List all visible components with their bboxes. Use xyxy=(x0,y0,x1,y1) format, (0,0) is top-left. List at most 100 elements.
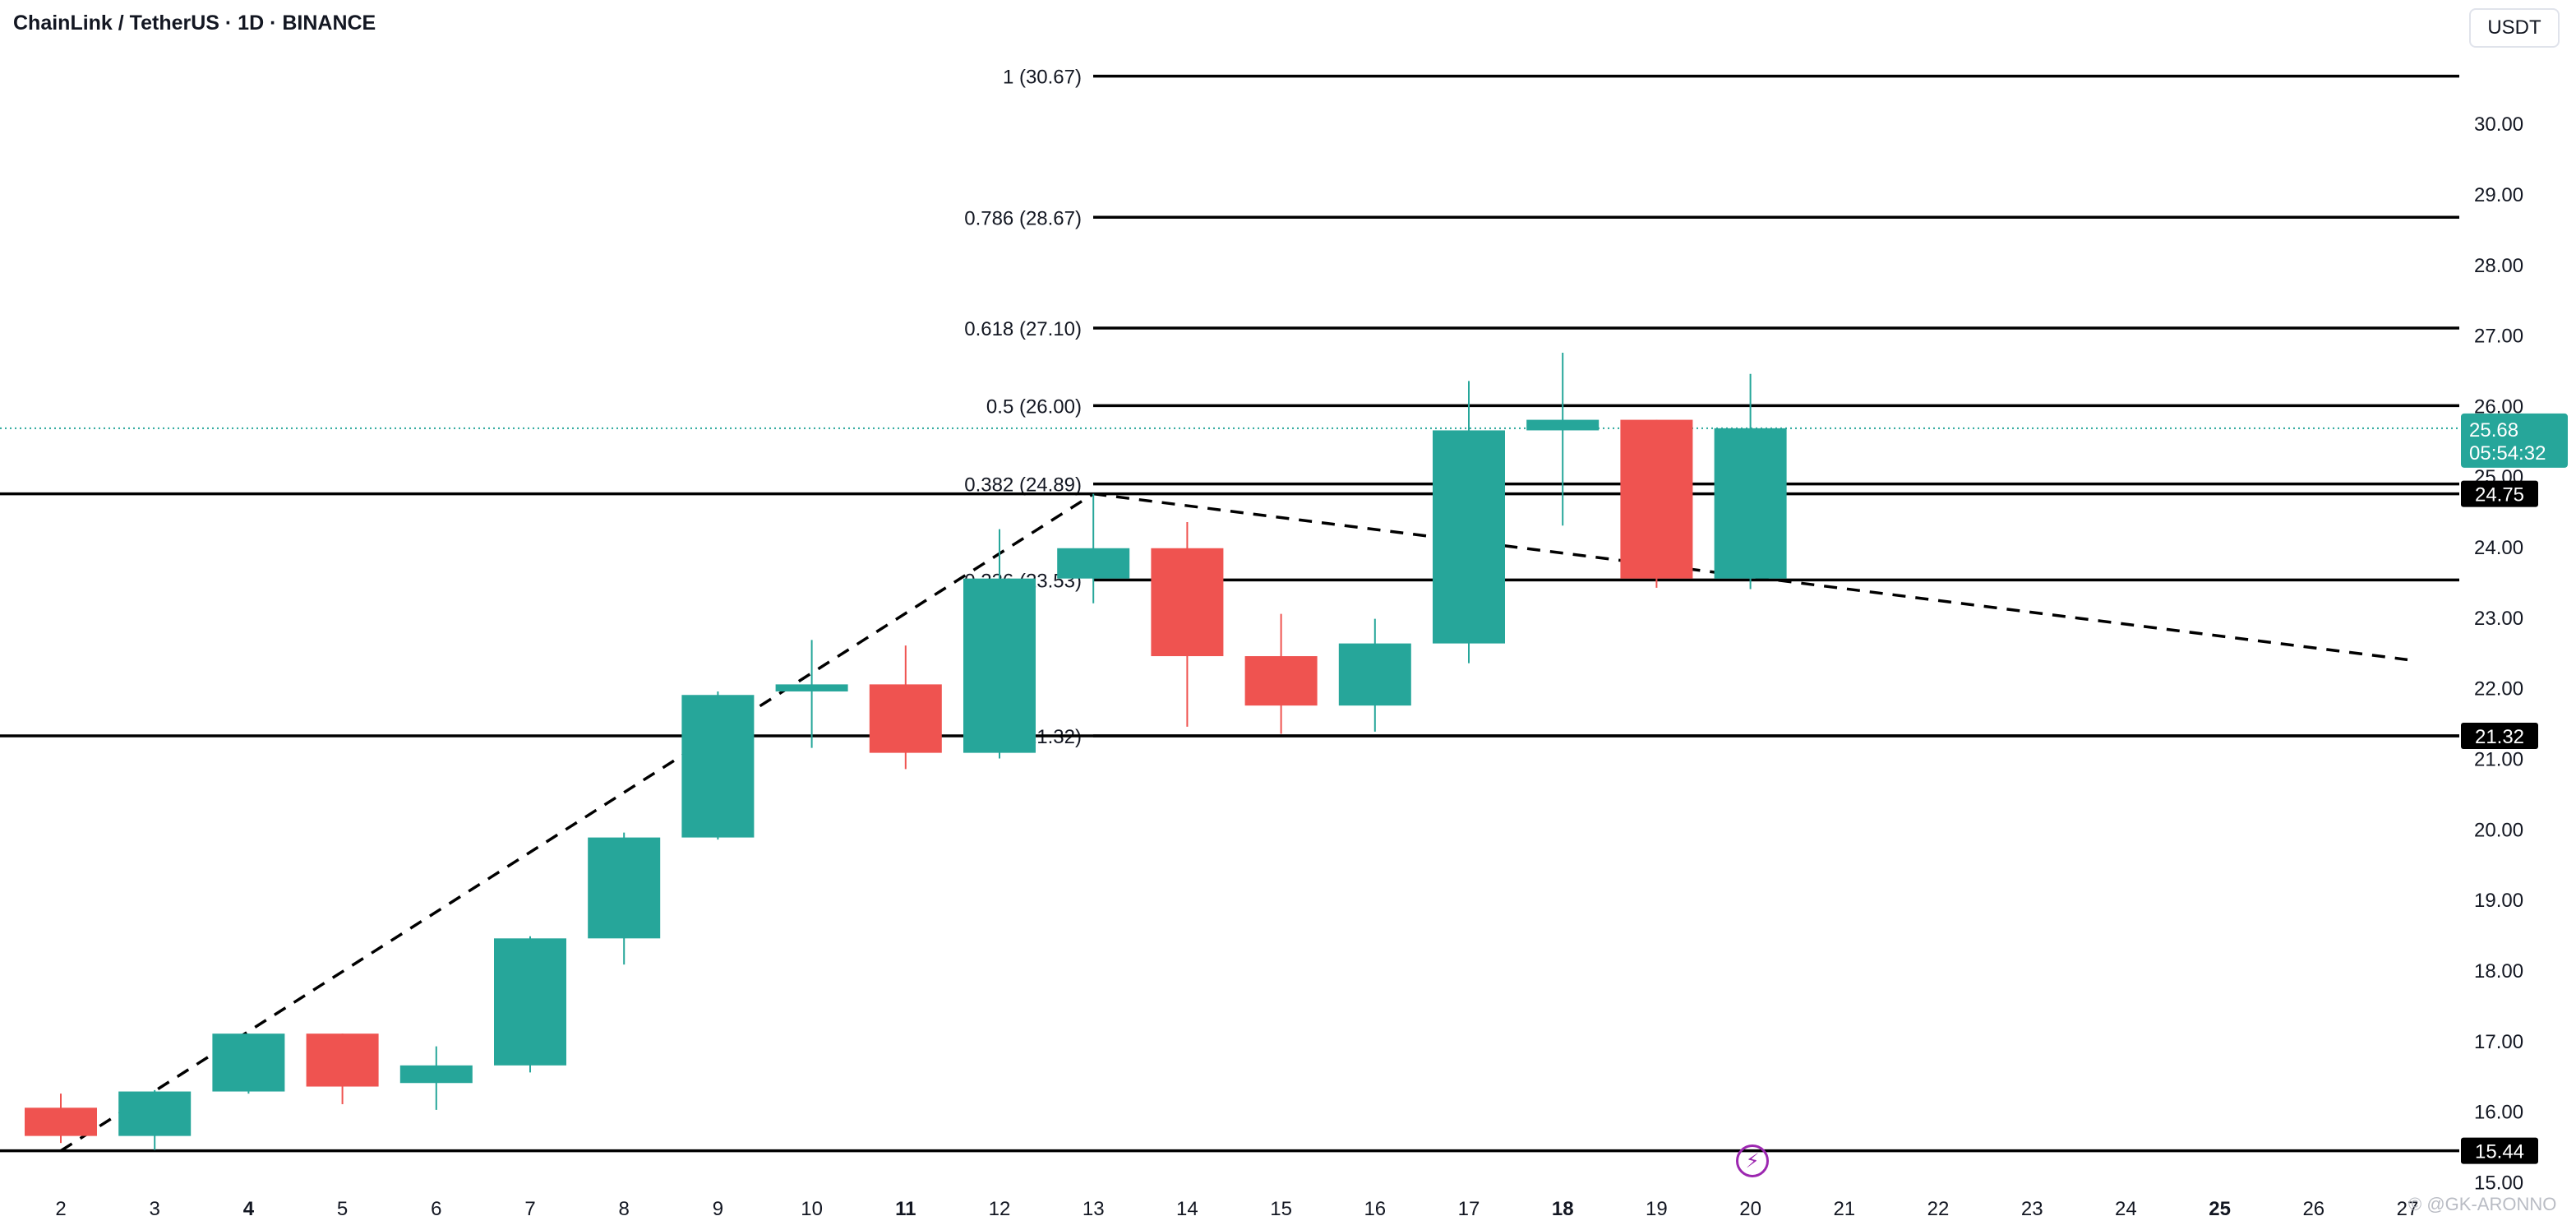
x-tick-label: 12 xyxy=(989,1198,1011,1220)
price-tag: 15.44 xyxy=(2461,1137,2538,1164)
candle xyxy=(775,640,848,748)
candle xyxy=(1714,373,1787,590)
currency-button[interactable]: USDT xyxy=(2469,8,2560,48)
y-tick-label: 18.00 xyxy=(2474,960,2523,983)
candle-body xyxy=(399,1065,473,1084)
x-tick-label: 17 xyxy=(1458,1198,1480,1220)
x-tick-label: 25 xyxy=(2209,1198,2231,1220)
y-tick-label: 27.00 xyxy=(2474,326,2523,348)
x-tick-label: 10 xyxy=(801,1198,823,1220)
x-tick-label: 23 xyxy=(2021,1198,2043,1220)
candle xyxy=(1338,618,1411,732)
candle-body xyxy=(494,938,566,1066)
candle-body xyxy=(588,837,661,939)
y-tick-label: 29.00 xyxy=(2474,184,2523,206)
trend-line xyxy=(60,492,1095,1153)
y-tick-label: 24.00 xyxy=(2474,537,2523,559)
x-tick-label: 27 xyxy=(2397,1198,2419,1220)
candle-body xyxy=(1433,430,1505,644)
candle xyxy=(1526,353,1600,526)
candle xyxy=(1244,613,1318,734)
x-tick-label: 3 xyxy=(150,1198,160,1220)
candle xyxy=(1151,522,1224,727)
current-price-tag-bg xyxy=(2461,413,2568,468)
countdown-label: 05:54:32 xyxy=(2469,442,2546,465)
x-tick-label: 9 xyxy=(713,1198,723,1220)
x-tick-label: 16 xyxy=(1364,1198,1386,1220)
y-tick-label: 17.00 xyxy=(2474,1031,2523,1053)
price-tag-label: 21.32 xyxy=(2475,726,2524,748)
candle xyxy=(25,1094,97,1144)
y-tick-label: 21.00 xyxy=(2474,748,2523,770)
time-axis[interactable]: 2 3 4 5 6 7 8 9 10 11 12 13 14 15 16 17 18 19 20 21 22 23 24 25… xyxy=(55,1198,2418,1220)
candle xyxy=(306,1033,379,1104)
x-tick-label: 21 xyxy=(1833,1198,1855,1220)
candle xyxy=(681,691,755,840)
candle-body xyxy=(212,1033,285,1092)
fib-level-label: 0.618 (27.10) xyxy=(964,318,1082,340)
price-tag-bg xyxy=(2461,480,2538,507)
candle-body xyxy=(25,1107,97,1136)
x-tick-label: 24 xyxy=(2115,1198,2137,1220)
x-tick-label: 6 xyxy=(431,1198,441,1220)
candle xyxy=(212,1033,285,1094)
candle xyxy=(963,529,1036,759)
y-tick-label: 22.00 xyxy=(2474,678,2523,701)
fib-level-label: 0.786 (28.67) xyxy=(964,207,1082,229)
x-tick-label: 2 xyxy=(55,1198,66,1220)
candle-body xyxy=(118,1091,192,1136)
x-tick-label: 13 xyxy=(1083,1198,1105,1220)
candle xyxy=(869,645,942,770)
fib-level-label: 0.5 (26.00) xyxy=(986,395,1082,418)
candle-body xyxy=(775,684,848,691)
price-tag-label: 24.75 xyxy=(2475,484,2524,506)
trend-lines[interactable] xyxy=(60,492,2408,1153)
price-tag: 24.75 xyxy=(2461,480,2538,507)
candle-body xyxy=(306,1033,379,1087)
x-tick-label: 11 xyxy=(895,1198,916,1220)
horizontal-lines[interactable] xyxy=(0,492,2459,1153)
x-tick-label: 20 xyxy=(1739,1198,1761,1220)
price-tag: 21.32 xyxy=(2461,723,2538,750)
candle-body xyxy=(1526,419,1600,431)
candle xyxy=(1620,419,1693,588)
y-tick-label: 16.00 xyxy=(2474,1102,2523,1124)
candle-body xyxy=(1151,548,1224,657)
y-tick-label: 28.00 xyxy=(2474,255,2523,277)
candle xyxy=(1433,381,1505,664)
x-tick-label: 22 xyxy=(1927,1198,1950,1220)
y-tick-label: 19.00 xyxy=(2474,890,2523,912)
watermark: © @GK-ARONNO xyxy=(2408,1194,2557,1214)
lightning-bolt-icon[interactable]: ⚡ xyxy=(1736,1144,1769,1177)
x-tick-label: 19 xyxy=(1646,1198,1668,1220)
candle xyxy=(494,936,566,1073)
candle-body xyxy=(1338,643,1411,706)
candle xyxy=(118,1089,192,1150)
candle xyxy=(399,1046,473,1110)
price-axis[interactable]: 15.00 16.00 17.00 18.00 19.00 20.00 21.00 22.00… xyxy=(2474,113,2523,1194)
candle-body xyxy=(681,695,755,838)
y-tick-label: 23.00 xyxy=(2474,608,2523,630)
x-tick-label: 7 xyxy=(524,1198,535,1220)
x-tick-label: 4 xyxy=(243,1198,255,1220)
y-tick-label: 30.00 xyxy=(2474,113,2523,136)
candle-body xyxy=(1620,419,1693,579)
x-tick-label: 26 xyxy=(2302,1198,2324,1220)
x-tick-label: 8 xyxy=(619,1198,630,1220)
candle-body xyxy=(1057,548,1130,579)
candle-body xyxy=(963,578,1036,753)
price-tag-bg xyxy=(2461,723,2538,750)
price-tag-bg xyxy=(2461,1137,2538,1164)
y-tick-label: 20.00 xyxy=(2474,819,2523,841)
candles xyxy=(25,353,1787,1150)
current-price-label: 25.68 xyxy=(2469,419,2518,442)
candle xyxy=(588,832,661,965)
x-tick-label: 5 xyxy=(337,1198,348,1220)
fibonacci-retracement[interactable]: 1 (30.67) 0.786 (28.67) 0.618 (27.10) 0.5 (… xyxy=(964,67,2459,748)
candle-body xyxy=(869,684,942,753)
fib-level-label: 1 (30.67) xyxy=(1003,67,1082,89)
x-tick-label: 14 xyxy=(1176,1198,1198,1220)
